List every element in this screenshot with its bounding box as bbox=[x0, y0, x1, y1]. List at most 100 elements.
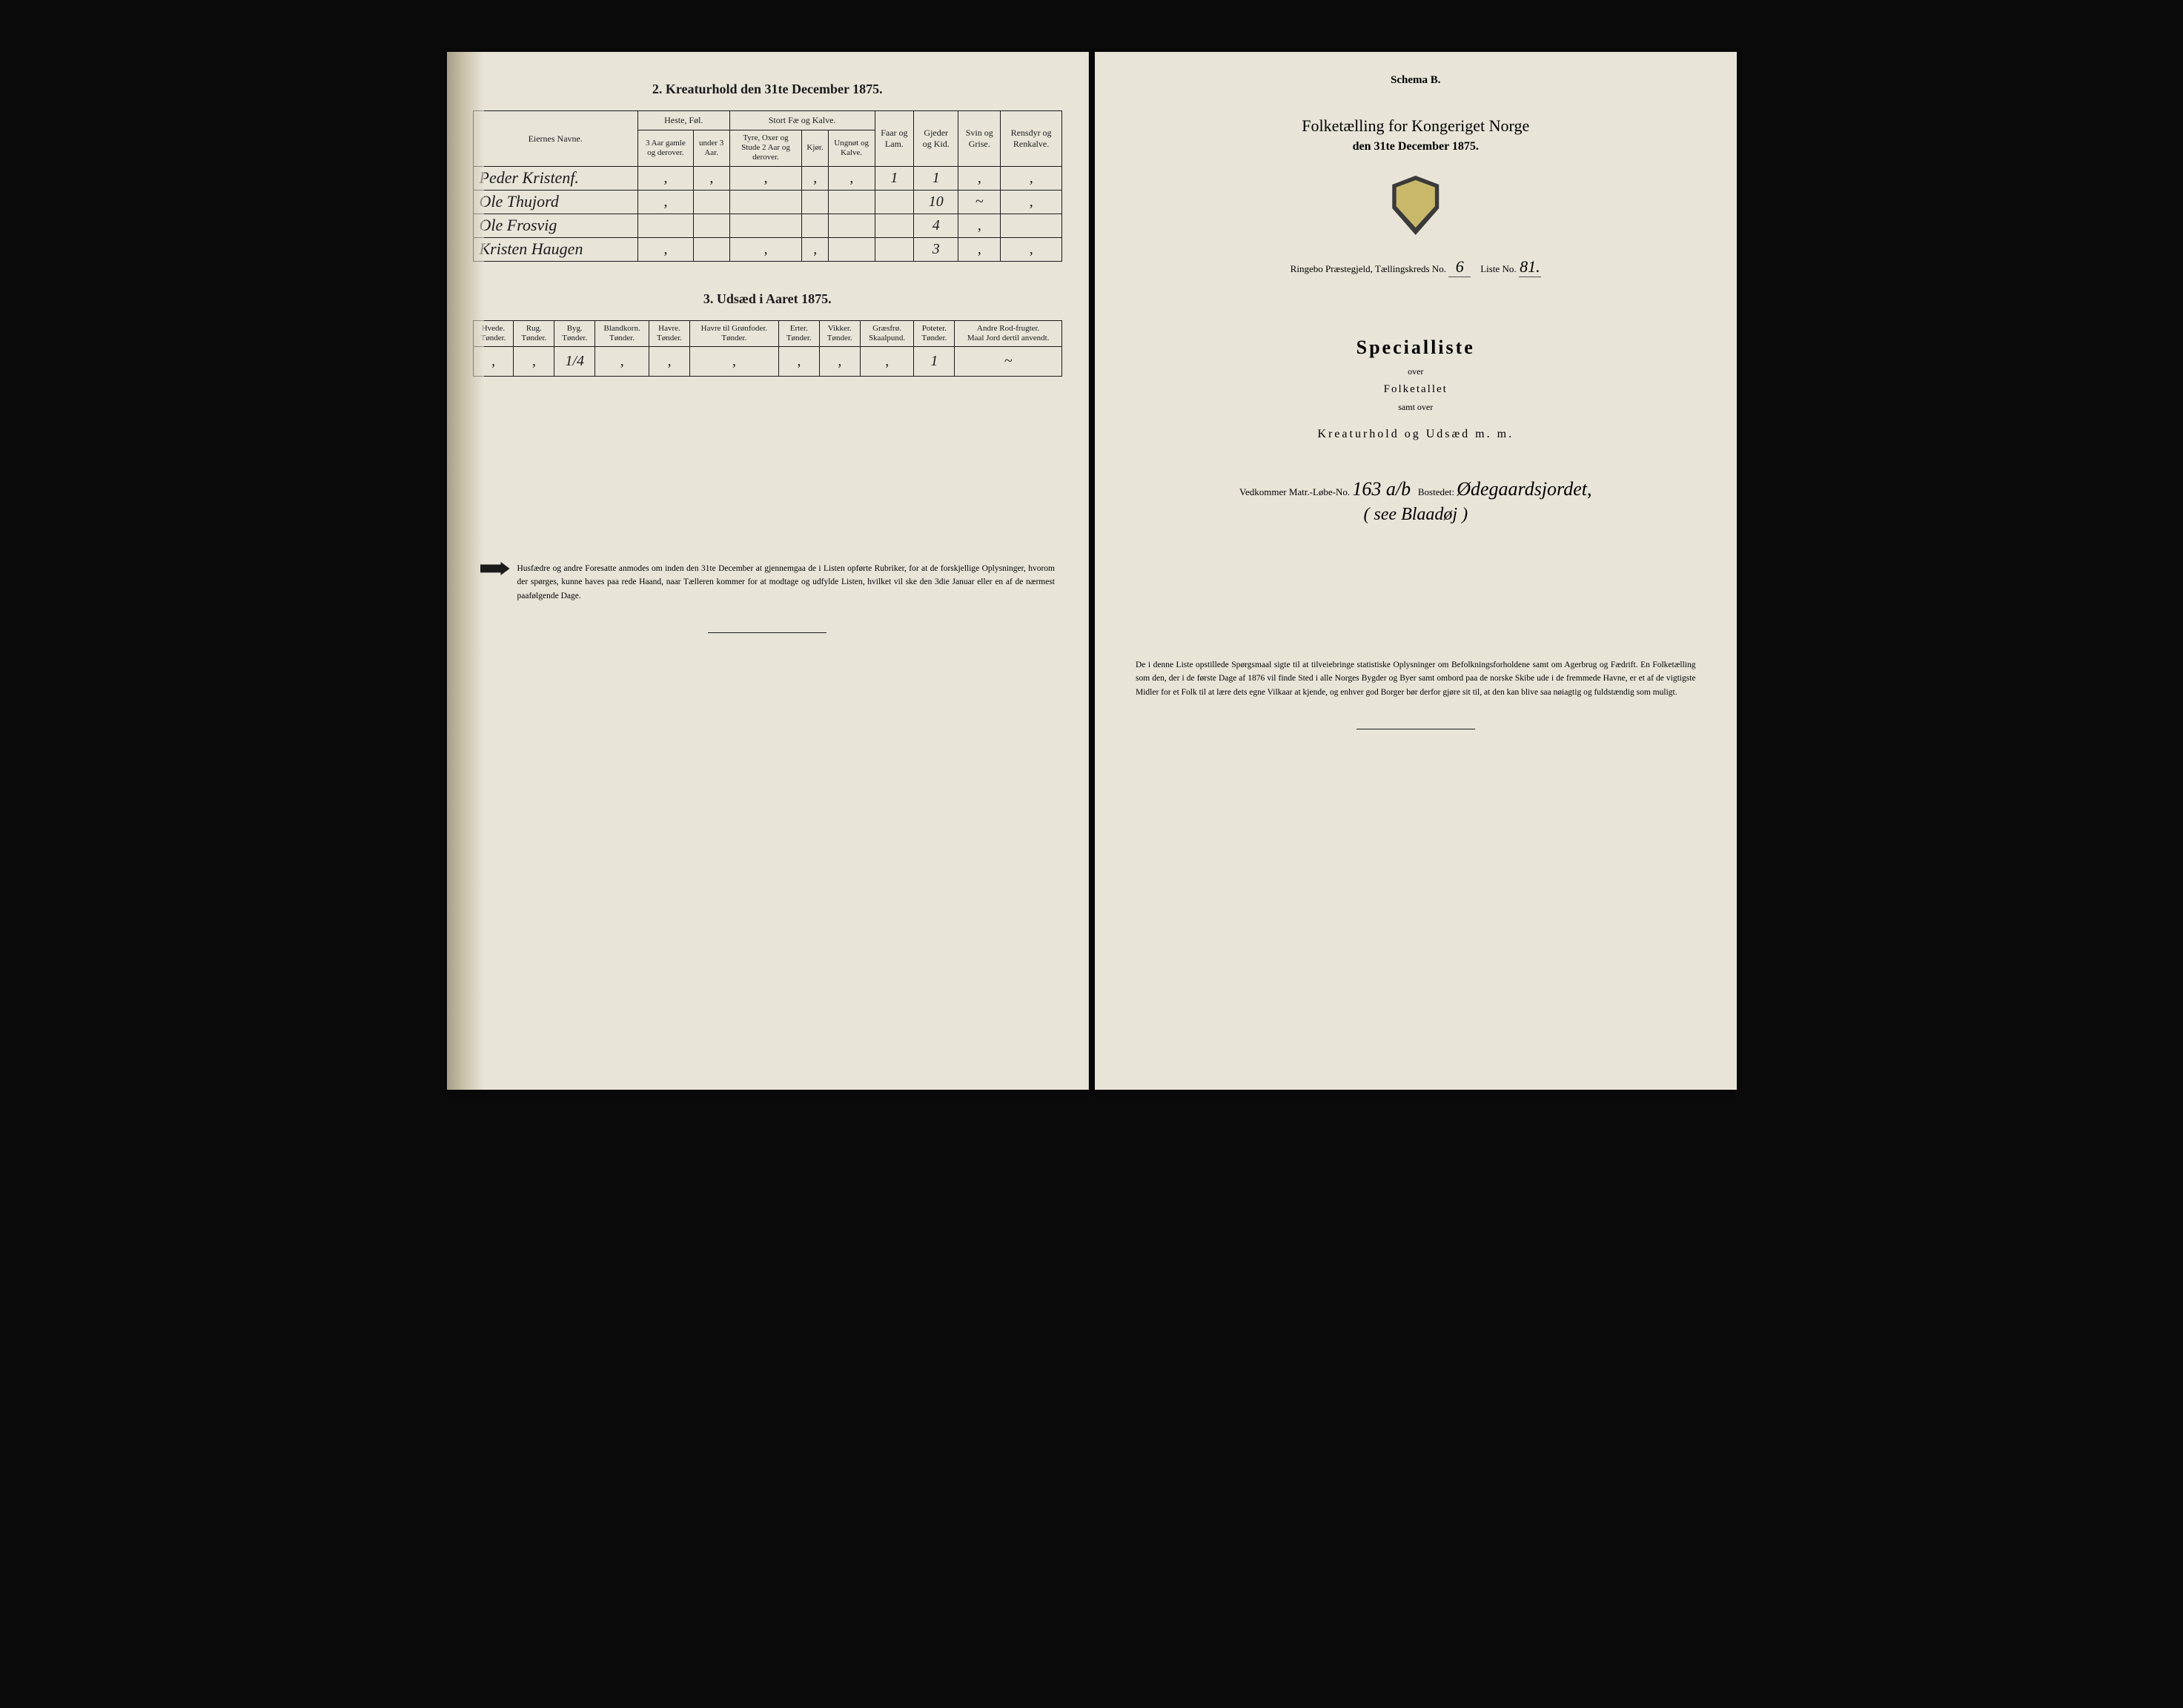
left-rule bbox=[708, 632, 827, 633]
table-row: Ole Thujord‚10~‚ bbox=[473, 190, 1062, 214]
table-row: Ole Frosvig 4‚ bbox=[473, 214, 1062, 237]
right-footnote: De i denne Liste opstillede Spørgsmaal s… bbox=[1121, 658, 1711, 699]
cell: ‚ bbox=[802, 237, 828, 261]
cell: ‚ bbox=[1001, 237, 1062, 261]
cell bbox=[729, 214, 802, 237]
cell: ‚ bbox=[729, 237, 802, 261]
right-page: Schema B. Folketælling for Kongeriget No… bbox=[1095, 52, 1737, 1090]
cell: ‚ bbox=[637, 237, 693, 261]
cell: ‚ bbox=[958, 166, 1001, 190]
cell: ‚ bbox=[1001, 166, 1062, 190]
seed-col: Byg.Tønder. bbox=[554, 320, 595, 346]
seed-col: Havre til Grønfoder.Tønder. bbox=[689, 320, 778, 346]
cell: ‚ bbox=[689, 346, 778, 376]
spec-samt: samt over bbox=[1121, 402, 1711, 413]
left-page: 2. Kreaturhold den 31te December 1875. E… bbox=[447, 52, 1090, 1090]
cell: ‚ bbox=[958, 214, 1001, 237]
cell: ‚ bbox=[860, 346, 914, 376]
parish-liste-no: 81. bbox=[1519, 257, 1541, 277]
cell: ‚ bbox=[819, 346, 860, 376]
owner-name: Ole Frosvig bbox=[473, 214, 637, 237]
cell: ‚ bbox=[649, 346, 690, 376]
cell: ~ bbox=[955, 346, 1062, 376]
cell bbox=[693, 214, 729, 237]
col-owner: Eiernes Navne. bbox=[473, 111, 637, 167]
seed-col: Rug.Tønder. bbox=[514, 320, 554, 346]
cell: ‚ bbox=[514, 346, 554, 376]
cell: 3 bbox=[914, 237, 958, 261]
vedk-extra: ( see Blaadøj ) bbox=[1121, 505, 1711, 525]
table-row: Peder Kristenf.‚‚‚‚‚11‚‚ bbox=[473, 166, 1062, 190]
cell bbox=[875, 214, 914, 237]
cell: ‚ bbox=[1001, 190, 1062, 214]
cell: ‚ bbox=[693, 166, 729, 190]
owner-name: Peder Kristenf. bbox=[473, 166, 637, 190]
cell bbox=[1001, 214, 1062, 237]
seed-data-row: ‚‚1/4‚‚‚‚‚‚1~ bbox=[473, 346, 1062, 376]
coat-of-arms-icon bbox=[1390, 176, 1442, 235]
cell: 1 bbox=[914, 346, 955, 376]
document-spread: 2. Kreaturhold den 31te December 1875. E… bbox=[425, 30, 1759, 1112]
seed-col: Poteter.Tønder. bbox=[914, 320, 955, 346]
col-goat: Gjeder og Kid. bbox=[914, 111, 958, 167]
seed-col: Vikker.Tønder. bbox=[819, 320, 860, 346]
cell: ‚ bbox=[802, 166, 828, 190]
parish-mid: Liste No. bbox=[1480, 263, 1516, 274]
table-row: Kristen Haugen‚‚‚3‚‚ bbox=[473, 237, 1062, 261]
col-cattle-b: Kjør. bbox=[802, 130, 828, 167]
cell: 10 bbox=[914, 190, 958, 214]
seed-col: Græsfrø.Skaalpund. bbox=[860, 320, 914, 346]
seed-col: Blandkorn.Tønder. bbox=[595, 320, 649, 346]
left-footnote: Husfædre og andre Foresatte anmodes om i… bbox=[473, 562, 1063, 603]
col-horse-b: under 3 Aar. bbox=[693, 130, 729, 167]
cell bbox=[802, 214, 828, 237]
cell: 4 bbox=[914, 214, 958, 237]
cell: ‚ bbox=[637, 166, 693, 190]
spec-over: over bbox=[1121, 366, 1711, 377]
owner-name: Ole Thujord bbox=[473, 190, 637, 214]
cell: 1/4 bbox=[554, 346, 595, 376]
vedk-no: 163 a/b bbox=[1352, 478, 1411, 500]
cell: ‚ bbox=[595, 346, 649, 376]
cell bbox=[875, 237, 914, 261]
owner-name: Kristen Haugen bbox=[473, 237, 637, 261]
vedk-place: Ødegaardsjordet, bbox=[1457, 478, 1591, 500]
livestock-table: Eiernes Navne. Heste, Føl. Stort Fæ og K… bbox=[473, 110, 1063, 262]
cell bbox=[693, 190, 729, 214]
vedkommer-line: Vedkommer Matr.-Løbe-No. 163 a/b Bostede… bbox=[1121, 478, 1711, 500]
col-reindeer: Rensdyr og Renkalve. bbox=[1001, 111, 1062, 167]
cell: ‚ bbox=[828, 166, 875, 190]
col-cattle-a: Tyre, Oxer og Stude 2 Aar og derover. bbox=[729, 130, 802, 167]
parish-kreds-no: 6 bbox=[1448, 257, 1471, 277]
cell: ‚ bbox=[778, 346, 819, 376]
vedk-prefix: Vedkommer Matr.-Løbe-No. bbox=[1239, 486, 1350, 497]
section-3-title: 3. Udsæd i Aaret 1875. bbox=[473, 291, 1063, 307]
cell bbox=[828, 190, 875, 214]
livestock-tbody: Peder Kristenf.‚‚‚‚‚11‚‚Ole Thujord‚10~‚… bbox=[473, 166, 1062, 261]
cell bbox=[802, 190, 828, 214]
col-horse-a: 3 Aar gamle og derover. bbox=[637, 130, 693, 167]
spec-kreatur: Kreaturhold og Udsæd m. m. bbox=[1121, 428, 1711, 441]
seed-col: Havre.Tønder. bbox=[649, 320, 690, 346]
cell bbox=[875, 190, 914, 214]
seed-head-row: Hvede.Tønder.Rug.Tønder.Byg.Tønder.Bland… bbox=[473, 320, 1062, 346]
grp-horse: Heste, Føl. bbox=[637, 111, 729, 130]
cell bbox=[828, 237, 875, 261]
parish-prefix: Ringebo Præstegjeld, Tællingskreds No. bbox=[1291, 263, 1446, 274]
census-title: Folketælling for Kongeriget Norge bbox=[1121, 116, 1711, 136]
section-2-title: 2. Kreaturhold den 31te December 1875. bbox=[473, 82, 1063, 97]
specialliste-title: Specialliste bbox=[1121, 337, 1711, 359]
cell: ‚ bbox=[729, 166, 802, 190]
col-pig: Svin og Grise. bbox=[958, 111, 1001, 167]
parish-line: Ringebo Præstegjeld, Tællingskreds No. 6… bbox=[1121, 257, 1711, 277]
spec-folketallet: Folketallet bbox=[1121, 383, 1711, 396]
left-footnote-text: Husfædre og andre Foresatte anmodes om i… bbox=[517, 564, 1056, 600]
cell: ~ bbox=[958, 190, 1001, 214]
schema-label: Schema B. bbox=[1121, 74, 1711, 87]
grp-cattle: Stort Fæ og Kalve. bbox=[729, 111, 875, 130]
cell: ‚ bbox=[958, 237, 1001, 261]
cell bbox=[693, 237, 729, 261]
seed-table: Hvede.Tønder.Rug.Tønder.Byg.Tønder.Bland… bbox=[473, 320, 1063, 377]
col-sheep: Faar og Lam. bbox=[875, 111, 914, 167]
seed-col: Erter.Tønder. bbox=[778, 320, 819, 346]
